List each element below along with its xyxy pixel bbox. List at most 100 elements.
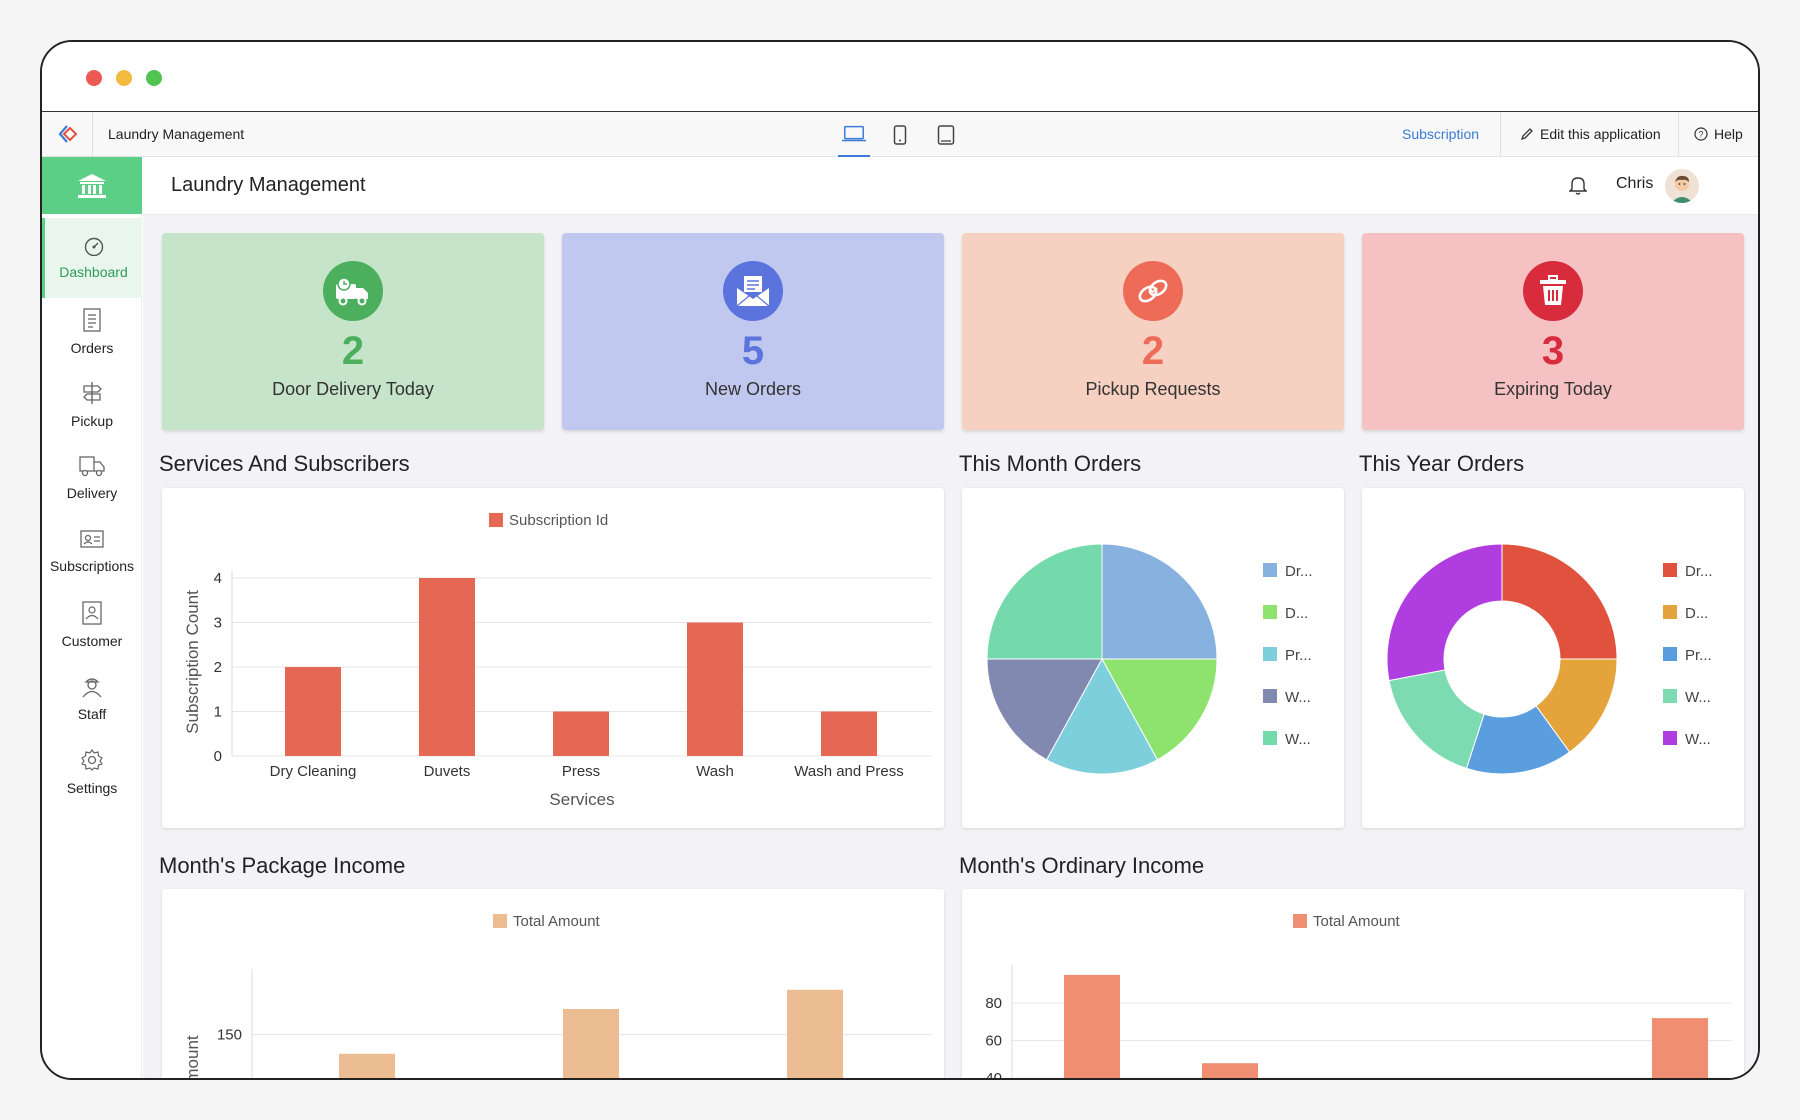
legend-label: W... — [1285, 689, 1311, 706]
sidebar-item-delivery[interactable]: Delivery — [42, 438, 142, 518]
legend-swatch — [1263, 647, 1277, 661]
dashboard-main: Laundry Management Chris 2 Door Delivery… — [143, 157, 1758, 1078]
pie-slice — [1388, 669, 1485, 770]
y-axis-label: Subscription Count — [183, 590, 202, 734]
toolbar-divider — [1500, 112, 1501, 156]
legend-swatch — [493, 914, 507, 928]
bar — [1202, 1063, 1258, 1078]
pie-slice — [986, 658, 1103, 761]
bar — [563, 1009, 619, 1078]
sidebar-item-label: Delivery — [66, 485, 118, 501]
y-tick-label: 40 — [985, 1070, 1002, 1080]
sidebar-item-label: Staff — [77, 706, 107, 722]
year-orders-chart-panel: Dr... D... Pr... W... W... — [1362, 488, 1744, 828]
pie-slice — [1386, 543, 1503, 682]
year-orders-section-title: This Year Orders — [1359, 451, 1525, 476]
x-tick-label: Dry Cleaning — [270, 763, 357, 780]
page-title: Laundry Management — [171, 174, 366, 196]
customer-icon — [82, 601, 102, 625]
help-label: Help — [1714, 126, 1743, 142]
y-tick-label: 4 — [214, 570, 222, 587]
legend-label: W... — [1285, 731, 1311, 748]
month-orders-pie-chart: Dr... D... Pr... W... W... — [986, 543, 1313, 775]
user-name[interactable]: Chris — [1616, 175, 1654, 192]
pickup-requests-card[interactable]: 2 Pickup Requests — [962, 233, 1344, 430]
close-window-button[interactable] — [86, 70, 102, 86]
sidebar-item-orders[interactable]: Orders — [42, 292, 142, 372]
bar — [339, 1053, 395, 1078]
card-value: 3 — [1541, 329, 1565, 373]
legend-swatch — [1263, 689, 1277, 703]
legend-swatch — [1663, 563, 1677, 577]
gear-icon — [81, 748, 103, 771]
legend-swatch — [1263, 605, 1277, 619]
x-tick-label: Duvets — [424, 763, 471, 780]
package-income-chart-panel: Total Amount100150mount — [162, 889, 944, 1078]
subscription-link[interactable]: Subscription — [1402, 126, 1480, 142]
legend-label: Pr... — [1285, 647, 1312, 664]
bar — [821, 711, 877, 756]
ordinary-income-section-title: Month's Ordinary Income — [959, 853, 1205, 878]
package-income-section-title: Month's Package Income — [159, 853, 406, 878]
tablet-icon[interactable] — [934, 120, 958, 157]
desktop-icon[interactable] — [838, 120, 870, 157]
package-income-bar-chart: Total Amount100150mount — [183, 913, 932, 1078]
sidebar-item-customer[interactable]: Customer — [42, 585, 142, 665]
legend-swatch — [1663, 731, 1677, 745]
subscriptions-icon — [80, 530, 104, 548]
creator-logo-icon[interactable] — [56, 122, 82, 146]
pencil-icon — [1520, 128, 1533, 141]
door-delivery-card[interactable]: 2 Door Delivery Today — [162, 233, 544, 430]
maximize-window-button[interactable] — [146, 70, 162, 86]
orders-icon — [83, 308, 101, 332]
legend-label: Dr... — [1285, 563, 1313, 580]
dashboard-icon — [84, 237, 103, 256]
card-value: 2 — [1141, 329, 1165, 373]
legend-swatch — [1663, 689, 1677, 703]
sidebar-item-staff[interactable]: Staff — [42, 658, 142, 738]
services-bar-chart: Subscription Id 0 1 2 3 4 Dry Cleaning Duvets Pr… — [183, 512, 932, 809]
month-orders-chart-panel: Dr... D... Pr... W... W... — [962, 488, 1344, 828]
legend-swatch — [1663, 647, 1677, 661]
ordinary-income-chart-panel: Total Amount 40 60 80 — [962, 889, 1744, 1080]
x-axis-label: Services — [549, 790, 614, 809]
y-tick-label: 1 — [214, 704, 222, 721]
trash-icon — [1523, 261, 1583, 321]
help-button[interactable]: ? Help — [1694, 126, 1743, 142]
page-header: Laundry Management Chris — [143, 157, 1758, 215]
card-value: 5 — [741, 329, 765, 373]
toolbar-app-name: Laundry Management — [108, 126, 245, 142]
sidebar-item-dashboard[interactable]: Dashboard — [42, 218, 142, 298]
avatar[interactable] — [1665, 169, 1699, 203]
bar — [553, 711, 609, 756]
legend-swatch — [1293, 914, 1307, 928]
pie-slice — [986, 543, 1103, 660]
pie-slice — [1045, 657, 1159, 775]
sidebar-item-label: Orders — [70, 340, 114, 356]
legend-label: Pr... — [1685, 647, 1712, 664]
home-button[interactable] — [42, 157, 142, 214]
minimize-window-button[interactable] — [116, 70, 132, 86]
card-label: Door Delivery Today — [272, 379, 434, 399]
bar — [285, 667, 341, 756]
pie-slice — [1101, 658, 1218, 761]
services-chart-panel: Subscription Id 0 1 2 3 4 Dry Cleaning Duvets Pr… — [162, 488, 944, 828]
ordinary-income-bar-chart: Total Amount 40 60 80 — [985, 913, 1732, 1080]
toolbar-divider — [1678, 112, 1679, 156]
sidebar-item-pickup[interactable]: Pickup — [42, 365, 142, 445]
sidebar-item-settings[interactable]: Settings — [42, 732, 142, 812]
edit-application-button[interactable]: Edit this application — [1520, 126, 1661, 142]
svg-text:?: ? — [1698, 130, 1703, 140]
legend-label: D... — [1285, 605, 1308, 622]
sidebar-item-subscriptions[interactable]: Subscriptions — [42, 511, 142, 591]
sidebar-item-label: Settings — [66, 780, 118, 796]
legend-label: Total Amount — [513, 913, 601, 930]
legend-label: W... — [1685, 731, 1711, 748]
bell-icon[interactable] — [1568, 175, 1588, 200]
mobile-icon[interactable] — [888, 120, 912, 157]
expiring-today-card[interactable]: 3 Expiring Today — [1362, 233, 1744, 430]
legend-swatch — [1663, 605, 1677, 619]
new-orders-card[interactable]: 5 New Orders — [562, 233, 944, 430]
sidebar-item-label: Dashboard — [59, 264, 128, 280]
y-tick-label: 0 — [214, 748, 222, 765]
